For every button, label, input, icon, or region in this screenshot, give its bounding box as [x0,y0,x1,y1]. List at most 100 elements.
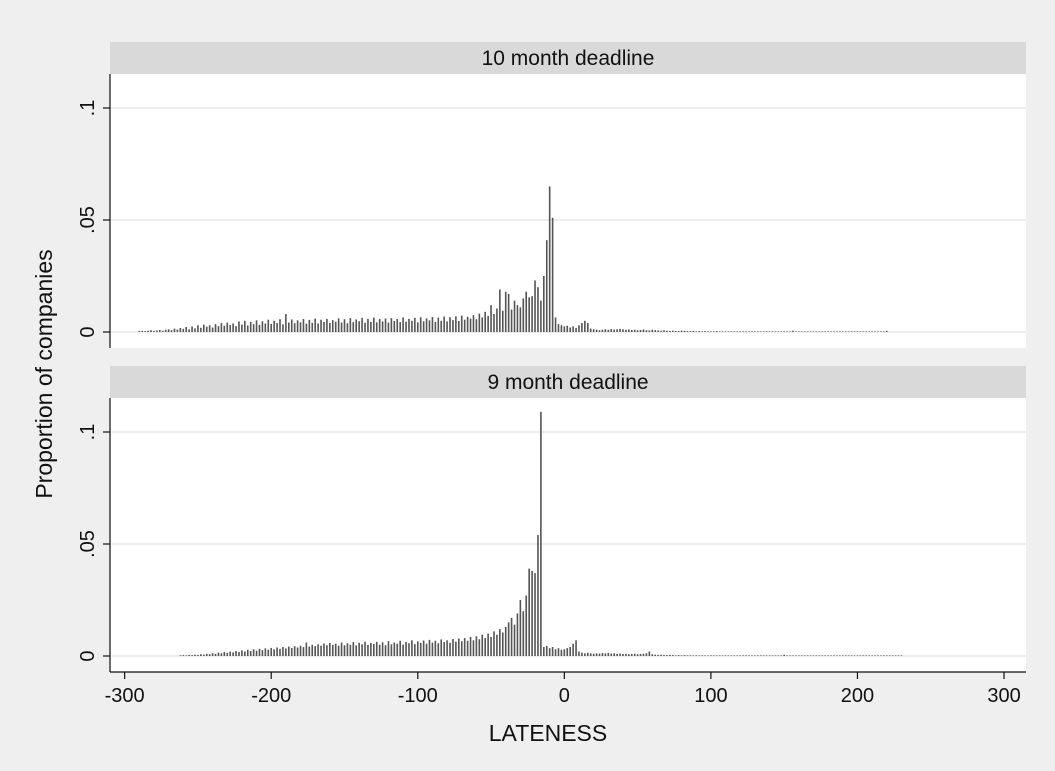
bar [628,329,630,332]
bar [880,655,882,656]
bar [276,323,278,332]
bar [238,651,240,656]
bar [463,319,466,332]
bar [645,330,648,332]
bar [507,293,510,332]
bar [806,655,809,656]
bar [827,655,829,656]
bar [367,318,369,332]
bar [522,611,525,656]
bar [238,321,240,332]
bar [513,300,516,332]
bar [220,323,223,332]
bar [452,320,454,332]
y-tick-label: 0 [77,650,99,661]
bar [176,329,179,332]
bar [751,655,753,656]
bar [138,330,141,332]
bar [707,655,709,656]
bar [800,655,803,656]
bar [329,323,331,332]
bar [847,655,850,656]
bar [566,648,569,656]
bar [211,653,214,656]
bar [326,319,328,332]
bar [874,331,876,332]
bar [373,643,375,656]
bar [513,624,516,656]
bar [493,314,495,332]
bar [628,654,630,656]
bar [821,331,824,332]
bar [569,647,572,656]
bar [217,652,220,656]
bar [633,329,636,332]
bar [159,329,161,332]
bar [396,319,399,332]
bar [440,639,443,656]
bar [701,331,703,332]
bar [416,641,419,656]
bar [586,652,589,656]
bar [586,323,589,332]
bar [200,654,202,656]
bar [821,655,824,656]
bar [865,331,868,332]
bar [375,641,378,656]
bar [425,643,428,656]
bar [877,331,879,332]
bar [355,319,358,332]
bar [255,650,258,656]
bar [683,655,686,656]
bar [584,320,586,332]
bar [349,644,352,656]
bar [619,328,621,332]
bar [610,329,613,332]
bar [554,317,557,332]
y-tick-label: .05 [77,206,99,234]
bar [543,276,545,332]
bar [698,655,700,656]
bar [572,326,574,332]
bar [241,650,243,656]
bar [589,328,592,332]
bar [768,655,771,656]
bar [499,629,501,656]
bar [340,642,343,656]
bar [352,642,355,656]
bar [721,655,724,656]
bar [762,331,765,332]
panel-title: 10 month deadline [482,47,655,70]
bar [402,317,404,332]
bar [677,655,680,656]
bar [314,318,316,332]
y-axis-title: Proportion of companies [31,249,57,498]
bar [367,645,369,656]
bar [419,317,422,332]
bar [560,649,563,656]
bar [414,644,416,656]
bar [449,317,451,332]
bar [293,646,296,656]
bar [197,325,199,332]
bar [405,321,407,332]
bar [836,331,838,332]
bar [490,305,492,332]
bar [519,600,522,656]
x-tick-label: -100 [398,685,438,707]
bar [871,331,873,332]
bar [625,329,627,332]
bar [293,323,296,332]
bar [455,316,457,332]
bar [282,324,284,332]
bar [458,321,460,332]
bar [282,647,284,656]
bar [296,647,299,656]
bar [428,639,431,656]
panel-header [110,42,1026,74]
bar [472,315,475,332]
bar [630,653,633,656]
bar [850,331,853,332]
bar [507,622,510,656]
bar [528,297,530,332]
